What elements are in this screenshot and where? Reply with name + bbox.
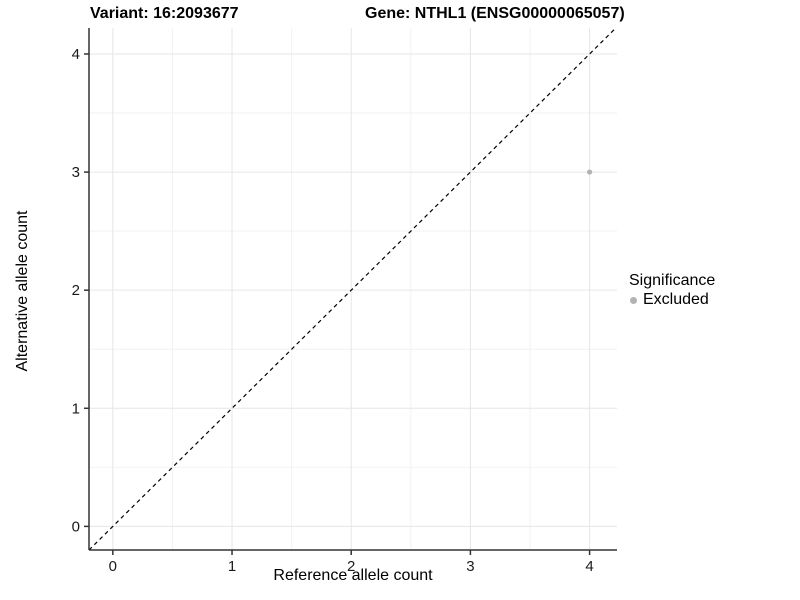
data-point [586,169,593,175]
y-axis-title: Alternative allele count [14,210,31,372]
y-tick-label: 3 [72,164,80,181]
legend-point-icon [630,296,637,304]
legend-title: Significance [629,272,716,289]
x-tick-label: 4 [585,558,593,575]
legend-item-label: Excluded [643,291,709,308]
plot-title-variant: Variant: 16:2093677 [90,5,239,22]
x-tick-label: 0 [109,558,117,575]
identity-reference-line [88,27,617,551]
legend-item-excluded: Excluded [629,291,715,309]
x-tick-label: 2 [347,558,355,575]
x-tick-label: 3 [466,558,474,575]
x-tick-label: 1 [228,558,236,575]
x-axis-title: Reference allele count [273,567,433,584]
y-tick-label: 4 [72,46,80,63]
y-tick-label: 2 [72,282,80,299]
y-tick-label: 1 [72,400,80,417]
legend: Significance Excluded [629,272,715,309]
y-tick-label: 0 [72,518,80,535]
plot-title-gene: Gene: NTHL1 (ENSG00000065057) [365,5,625,22]
